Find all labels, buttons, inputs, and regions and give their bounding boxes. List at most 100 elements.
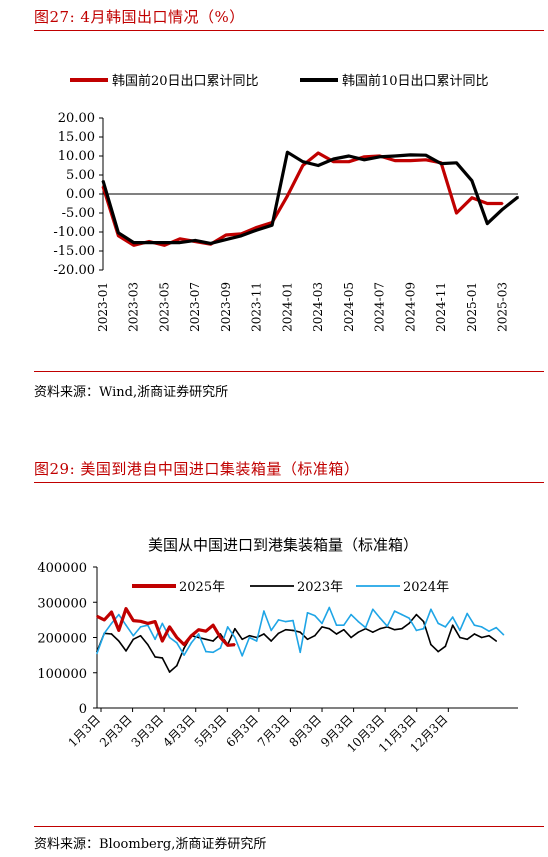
- data-point: [117, 234, 120, 237]
- data-point: [197, 628, 200, 631]
- data-point: [379, 627, 381, 630]
- data-point: [163, 241, 166, 244]
- legend-label: 2025年: [179, 580, 225, 595]
- data-point: [502, 633, 505, 636]
- data-point: [321, 622, 323, 625]
- y-tick-label: -5.00: [62, 206, 95, 221]
- figure1-top-rule: [34, 30, 544, 31]
- data-point: [335, 633, 338, 635]
- data-point: [234, 636, 236, 639]
- x-tick-label: 2024-09: [403, 282, 417, 332]
- data-point: [147, 643, 149, 646]
- data-point: [422, 620, 425, 623]
- x-tick-label: 2024-07: [373, 282, 387, 332]
- data-point: [422, 627, 425, 630]
- x-tick-label: 2024-05: [342, 282, 356, 332]
- data-point: [176, 636, 178, 639]
- data-point: [299, 651, 302, 654]
- x-tick-label: 4月3日: [160, 712, 198, 750]
- data-point: [335, 624, 338, 626]
- data-point: [234, 627, 236, 630]
- data-point: [444, 626, 447, 628]
- data-point: [332, 160, 335, 163]
- data-point: [415, 629, 418, 632]
- data-point: [190, 634, 193, 637]
- x-tick-label: 6月3日: [223, 712, 261, 750]
- data-point: [486, 222, 489, 225]
- y-tick-label: 400000: [37, 561, 87, 576]
- data-point: [378, 155, 381, 158]
- data-point: [277, 619, 280, 621]
- data-point: [125, 624, 127, 626]
- data-point: [263, 633, 265, 635]
- data-point: [284, 628, 287, 631]
- data-point: [168, 671, 171, 673]
- figure1-title: 图27: 4月韩国出口情况（%）: [34, 8, 245, 26]
- y-tick-label: -20.00: [53, 263, 95, 278]
- figure2-title: 图29: 美国到港自中国进口集装箱量（标准箱）: [34, 460, 360, 478]
- data-point: [168, 626, 171, 628]
- x-tick-label: 3月3日: [129, 712, 167, 750]
- data-point: [363, 155, 366, 158]
- data-point: [286, 151, 289, 154]
- data-point: [248, 634, 251, 637]
- data-point: [495, 626, 498, 629]
- y-tick-label: -15.00: [53, 244, 95, 259]
- x-tick-label: 2023-05: [157, 282, 171, 332]
- data-point: [301, 164, 304, 167]
- data-point: [451, 624, 454, 626]
- figure1-bottom-rule: [34, 371, 544, 372]
- data-point: [342, 624, 345, 626]
- data-point: [147, 622, 149, 625]
- x-tick-label: 8月3日: [286, 712, 324, 750]
- data-point: [241, 655, 243, 657]
- data-point: [357, 620, 360, 623]
- data-point: [306, 638, 309, 641]
- data-point: [299, 631, 302, 634]
- data-point: [161, 640, 164, 642]
- data-point: [430, 608, 432, 611]
- x-tick-label: 2023-09: [219, 282, 233, 332]
- x-tick-label: 2024-01: [280, 282, 294, 332]
- data-point: [480, 626, 483, 628]
- data-point: [394, 159, 396, 162]
- data-point: [139, 620, 142, 623]
- data-point: [501, 202, 504, 205]
- data-point: [161, 622, 164, 625]
- data-point: [466, 638, 468, 641]
- data-point: [178, 241, 181, 244]
- data-point: [342, 628, 345, 631]
- data-point: [117, 629, 120, 632]
- data-point: [168, 636, 171, 639]
- y-tick-label: 100000: [37, 667, 87, 682]
- data-point: [386, 625, 389, 628]
- series-line: [101, 150, 519, 245]
- data-point: [332, 158, 335, 160]
- x-tick-label: 1月3日: [65, 712, 103, 750]
- chart-title: 美国从中国进口到港集装箱量（标准箱）: [148, 536, 418, 554]
- data-point: [212, 640, 214, 642]
- y-tick-label: 0: [79, 702, 87, 717]
- data-point: [240, 234, 243, 237]
- y-tick-label: 20.00: [58, 111, 95, 126]
- data-point: [292, 619, 294, 622]
- data-point: [225, 234, 227, 236]
- data-point: [139, 634, 142, 637]
- data-point: [495, 640, 498, 642]
- data-point: [110, 611, 113, 613]
- data-point: [473, 633, 476, 635]
- data-point: [317, 152, 320, 154]
- data-point: [437, 650, 439, 653]
- data-point: [117, 640, 120, 642]
- data-point: [470, 179, 473, 182]
- data-point: [470, 196, 473, 199]
- data-point: [183, 643, 185, 646]
- data-point: [306, 612, 309, 614]
- data-point: [212, 651, 214, 654]
- data-point: [176, 664, 178, 667]
- x-tick-label: 2025-01: [465, 282, 479, 332]
- figure1-source: 资料来源：Wind,浙商证券研究所: [34, 385, 229, 400]
- figure2-source: 资料来源：Bloomberg,浙商证券研究所: [34, 837, 267, 852]
- data-point: [197, 633, 200, 635]
- data-point: [132, 619, 135, 622]
